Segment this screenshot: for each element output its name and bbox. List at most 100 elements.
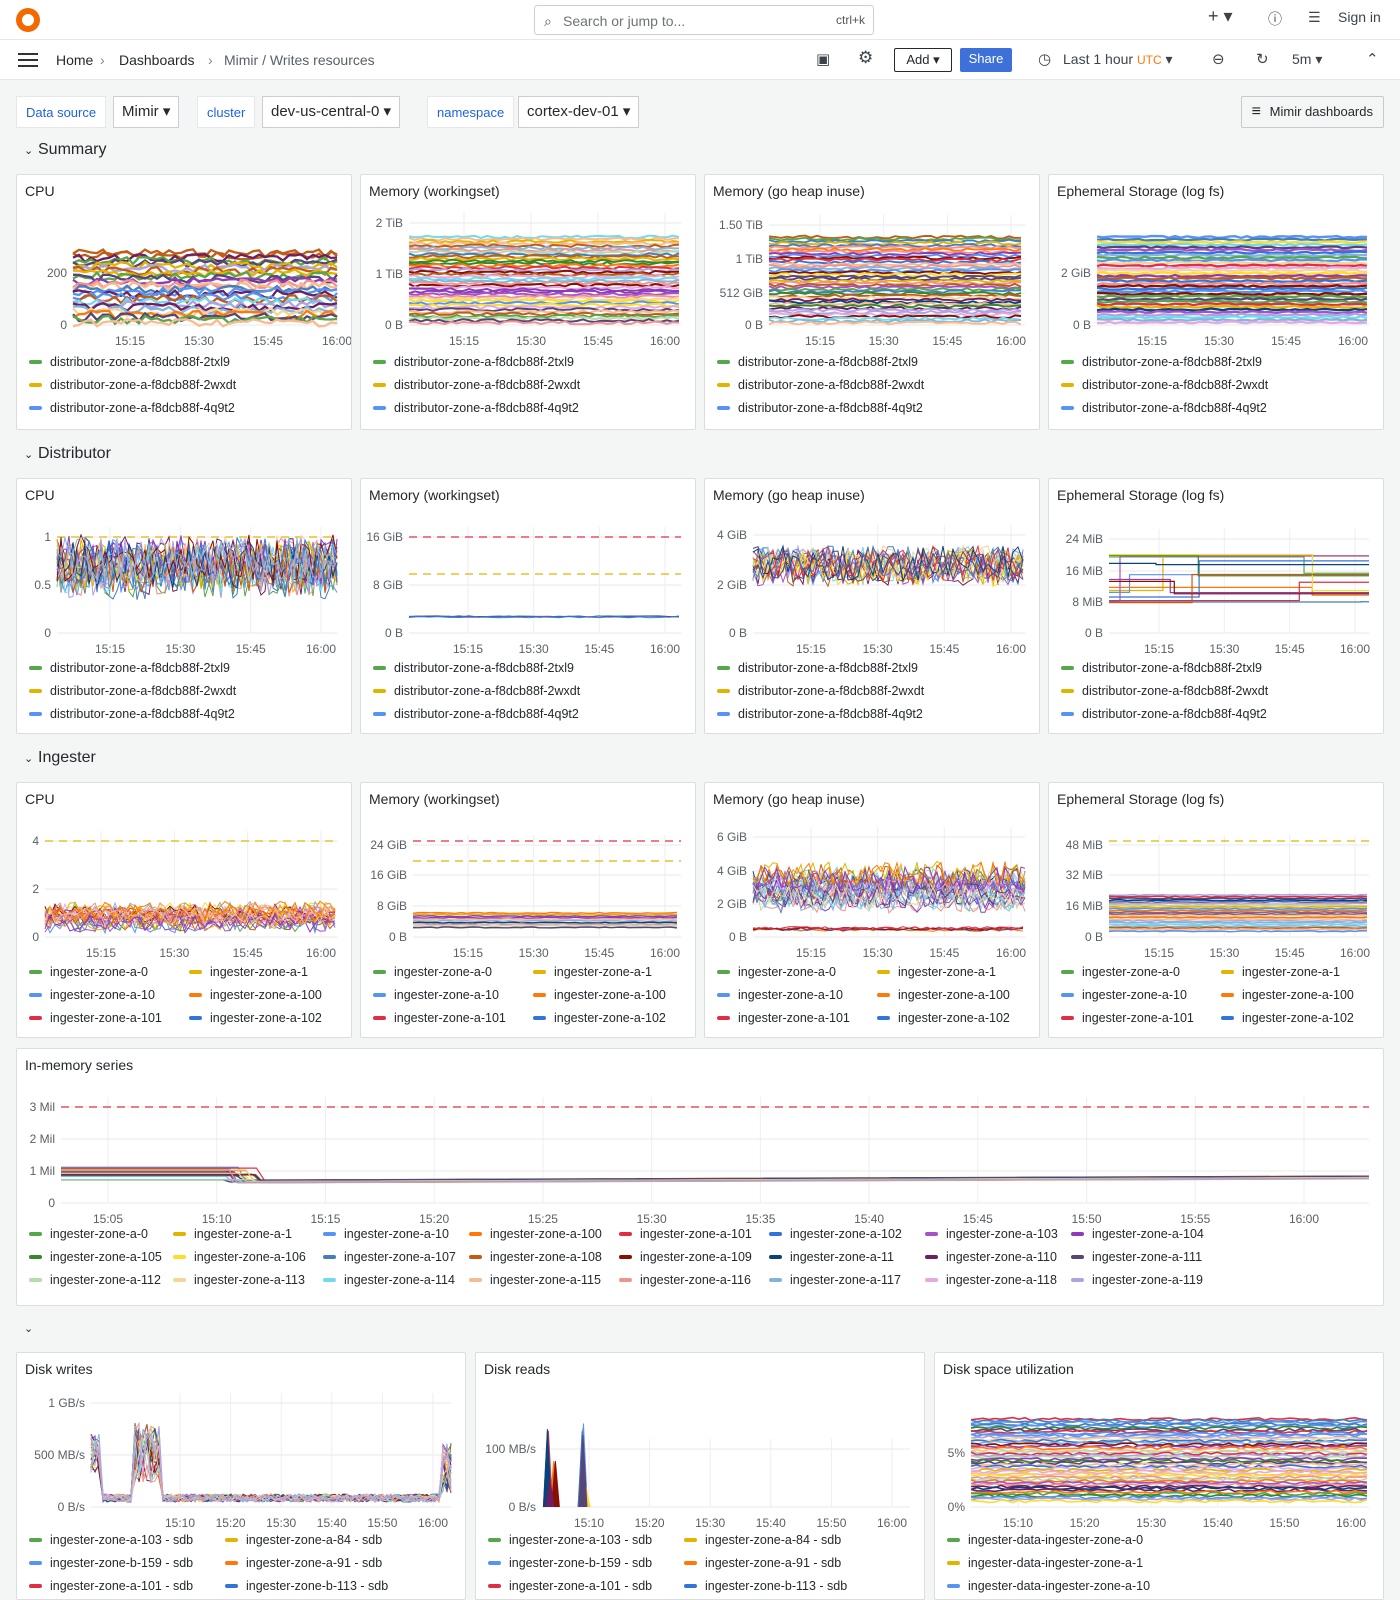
- legend-item[interactable]: ingester-zone-a-104: [1071, 1227, 1204, 1241]
- legend-item[interactable]: distributor-zone-a-f8dcb88f-4q9t2: [717, 401, 923, 415]
- legend-item[interactable]: ingester-zone-a-107: [323, 1250, 456, 1264]
- panel-graph[interactable]: 2 GiB 0 B 15:15 15:30 15:45 16:00: [1049, 175, 1384, 430]
- legend-item[interactable]: distributor-zone-a-f8dcb88f-2wxdt: [717, 684, 924, 698]
- panel-graph[interactable]: 16 GiB 8 GiB 0 B 15:15 15:30 15:45 16:00: [361, 479, 696, 734]
- legend-item[interactable]: ingester-zone-a-84 - sdb: [684, 1533, 841, 1547]
- legend-item[interactable]: distributor-zone-a-f8dcb88f-2wxdt: [717, 378, 924, 392]
- breadcrumb-home[interactable]: Home: [56, 52, 94, 68]
- distributor-ephemeral-panel[interactable]: Ephemeral Storage (log fs) 24 MiB 16 MiB 8 …: [1048, 478, 1384, 734]
- zoom-out-icon[interactable]: ⊖: [1212, 51, 1225, 68]
- panel-graph[interactable]: 3 Mil 2 Mil 1 Mil 0 15:05 15:10 15:15 15:20 15:2…: [17, 1049, 1384, 1306]
- legend-item[interactable]: distributor-zone-a-f8dcb88f-4q9t2: [1061, 401, 1267, 415]
- panel-graph[interactable]: 100 MB/s 0 B/s 15:10 15:20 15:30 15:40 15:50 16…: [476, 1353, 925, 1600]
- legend-item[interactable]: ingester-zone-a-10: [1061, 988, 1187, 1002]
- panel-graph[interactable]: 24 GiB 16 GiB 8 GiB 0 B 15:15 15:30 15:45 16:00: [361, 783, 696, 1038]
- summary-cpu-panel[interactable]: CPU 200 0 15:15 15:30 15:45 16:00 distributor-z…: [16, 174, 352, 430]
- legend-item[interactable]: ingester-zone-a-112: [29, 1273, 161, 1287]
- var-datasource-select[interactable]: Mimir ▾: [113, 96, 180, 128]
- panel-title[interactable]: Disk space utilization: [943, 1361, 1074, 1377]
- settings-gear-icon[interactable]: ⚙: [858, 48, 874, 67]
- legend-item[interactable]: ingester-data-ingester-zone-a-1: [947, 1556, 1143, 1570]
- legend-item[interactable]: ingester-zone-a-110: [925, 1250, 1057, 1264]
- ingester-memory-heap-panel[interactable]: Memory (go heap inuse) 6 GiB 4 GiB 2 GiB 0 B…: [704, 782, 1040, 1038]
- var-cluster-select[interactable]: dev-us-central-0 ▾: [262, 96, 401, 128]
- panel-graph[interactable]: 2 TiB 1 TiB 0 B 15:15 15:30 15:45 16:00: [361, 175, 696, 430]
- row-disk-toggle[interactable]: ⌄: [24, 1319, 38, 1337]
- legend-item[interactable]: ingester-zone-a-101: [619, 1227, 752, 1241]
- legend-item[interactable]: ingester-zone-a-117: [769, 1273, 901, 1287]
- legend-item[interactable]: ingester-zone-a-103: [925, 1227, 1058, 1241]
- panel-graph[interactable]: 5% 0% 15:10 15:20 15:30 15:40 15:50 16:00: [935, 1353, 1384, 1600]
- legend-item[interactable]: ingester-zone-a-0: [373, 965, 492, 979]
- legend-item[interactable]: distributor-zone-a-f8dcb88f-2wxdt: [373, 378, 580, 392]
- legend-item[interactable]: ingester-zone-a-108: [469, 1250, 602, 1264]
- breadcrumb-dashboards[interactable]: Dashboards: [119, 52, 195, 68]
- legend-item[interactable]: distributor-zone-a-f8dcb88f-2wxdt: [1061, 378, 1268, 392]
- legend-item[interactable]: ingester-zone-a-101 - sdb: [488, 1579, 652, 1593]
- new-plus-icon[interactable]: + ▾: [1208, 6, 1233, 26]
- row-summary-toggle[interactable]: ⌄ Summary: [24, 141, 106, 159]
- legend-item[interactable]: distributor-zone-a-f8dcb88f-2txl9: [29, 661, 230, 675]
- panel-title[interactable]: In-memory series: [25, 1057, 134, 1073]
- refresh-icon[interactable]: ↻: [1256, 51, 1269, 68]
- panel-graph[interactable]: 1.50 TiB 1 TiB 512 GiB 0 B 15:15 15:30 15:45 16…: [705, 175, 1040, 430]
- legend-item[interactable]: ingester-zone-a-11: [769, 1250, 894, 1264]
- legend-item[interactable]: distributor-zone-a-f8dcb88f-2wxdt: [29, 684, 236, 698]
- legend-item[interactable]: ingester-zone-a-114: [323, 1273, 455, 1287]
- legend-item[interactable]: ingester-zone-a-1: [173, 1227, 292, 1241]
- legend-item[interactable]: ingester-zone-a-91 - sdb: [225, 1556, 382, 1570]
- legend-item[interactable]: ingester-zone-a-101: [29, 1011, 162, 1025]
- legend-item[interactable]: ingester-zone-a-118: [925, 1273, 1057, 1287]
- legend-item[interactable]: ingester-zone-a-101 - sdb: [29, 1579, 193, 1593]
- legend-item[interactable]: distributor-zone-a-f8dcb88f-4q9t2: [373, 707, 579, 721]
- legend-item[interactable]: ingester-zone-a-1: [533, 965, 652, 979]
- search-input[interactable]: ⌕ Search or jump to... ctrl+k: [534, 5, 874, 35]
- legend-item[interactable]: distributor-zone-a-f8dcb88f-2txl9: [373, 355, 574, 369]
- disk-writes-panel[interactable]: Disk writes 1 GB/s 500 MB/s 0 B/s 15:10 15:20…: [16, 1352, 466, 1600]
- grafana-logo-icon[interactable]: [16, 8, 40, 32]
- legend-item[interactable]: ingester-zone-a-10: [373, 988, 499, 1002]
- legend-item[interactable]: ingester-zone-a-106: [173, 1250, 306, 1264]
- legend-item[interactable]: ingester-zone-a-0: [29, 1227, 148, 1241]
- legend-item[interactable]: distributor-zone-a-f8dcb88f-2txl9: [717, 661, 918, 675]
- distributor-memory-workingset-panel[interactable]: Memory (workingset) 16 GiB 8 GiB 0 B 15:15 15…: [360, 478, 696, 734]
- legend-item[interactable]: distributor-zone-a-f8dcb88f-4q9t2: [29, 401, 235, 415]
- legend-item[interactable]: ingester-zone-b-113 - sdb: [225, 1579, 388, 1593]
- panel-title[interactable]: Ephemeral Storage (log fs): [1057, 183, 1225, 199]
- panel-title[interactable]: CPU: [25, 183, 55, 199]
- time-range-picker[interactable]: Last 1 hour UTC ▾: [1063, 51, 1173, 67]
- legend-item[interactable]: ingester-zone-a-84 - sdb: [225, 1533, 382, 1547]
- legend-item[interactable]: ingester-zone-b-159 - sdb: [29, 1556, 193, 1570]
- disk-reads-panel[interactable]: Disk reads 100 MB/s 0 B/s 15:10 15:20 15:30 15…: [475, 1352, 925, 1600]
- panel-title[interactable]: Disk reads: [484, 1361, 551, 1377]
- in-memory-series-panel[interactable]: In-memory series 3 Mil 2 Mil 1 Mil 0 15:05 15:…: [16, 1048, 1384, 1306]
- legend-item[interactable]: distributor-zone-a-f8dcb88f-2txl9: [1061, 661, 1262, 675]
- legend-item[interactable]: ingester-zone-a-10: [717, 988, 843, 1002]
- summary-memory-heap-panel[interactable]: Memory (go heap inuse) 1.50 TiB 1 TiB 512 G…: [704, 174, 1040, 430]
- legend-item[interactable]: ingester-zone-a-111: [1071, 1250, 1202, 1264]
- news-feed-icon[interactable]: ☰: [1308, 9, 1321, 25]
- row-ingester-toggle[interactable]: ⌄ Ingester: [24, 749, 96, 767]
- legend-item[interactable]: ingester-zone-a-100: [189, 988, 322, 1002]
- panel-graph[interactable]: 1 GB/s 500 MB/s 0 B/s 15:10 15:20 15:30 15:40 1…: [17, 1353, 466, 1600]
- legend-item[interactable]: ingester-zone-a-102: [533, 1011, 666, 1025]
- panel-title[interactable]: Disk writes: [25, 1361, 93, 1377]
- legend-item[interactable]: ingester-zone-a-102: [769, 1227, 902, 1241]
- mimir-dashboards-button[interactable]: Mimir dashboards: [1240, 96, 1384, 128]
- disk-space-utilization-panel[interactable]: Disk space utilization 5% 0% 15:10 15:20 15:3…: [934, 1352, 1384, 1600]
- help-icon[interactable]: ⓘ: [1268, 11, 1282, 27]
- legend-item[interactable]: ingester-zone-a-100: [877, 988, 1010, 1002]
- panel-title[interactable]: Ephemeral Storage (log fs): [1057, 791, 1225, 807]
- add-button[interactable]: Add ▾: [894, 48, 952, 72]
- panel-title[interactable]: Ephemeral Storage (log fs): [1057, 487, 1225, 503]
- legend-item[interactable]: ingester-zone-a-103 - sdb: [29, 1533, 193, 1547]
- save-icon[interactable]: ▣: [816, 51, 831, 68]
- legend-item[interactable]: ingester-zone-a-1: [189, 965, 308, 979]
- panel-title[interactable]: CPU: [25, 487, 55, 503]
- distributor-cpu-panel[interactable]: CPU 1 0.5 0 15:15 15:30 15:45 16:00 distributor-…: [16, 478, 352, 734]
- legend-item[interactable]: distributor-zone-a-f8dcb88f-4q9t2: [373, 401, 579, 415]
- legend-item[interactable]: ingester-zone-a-0: [717, 965, 836, 979]
- menu-icon[interactable]: [18, 53, 38, 67]
- panel-title[interactable]: Memory (go heap inuse): [713, 183, 865, 199]
- legend-item[interactable]: ingester-zone-a-1: [877, 965, 996, 979]
